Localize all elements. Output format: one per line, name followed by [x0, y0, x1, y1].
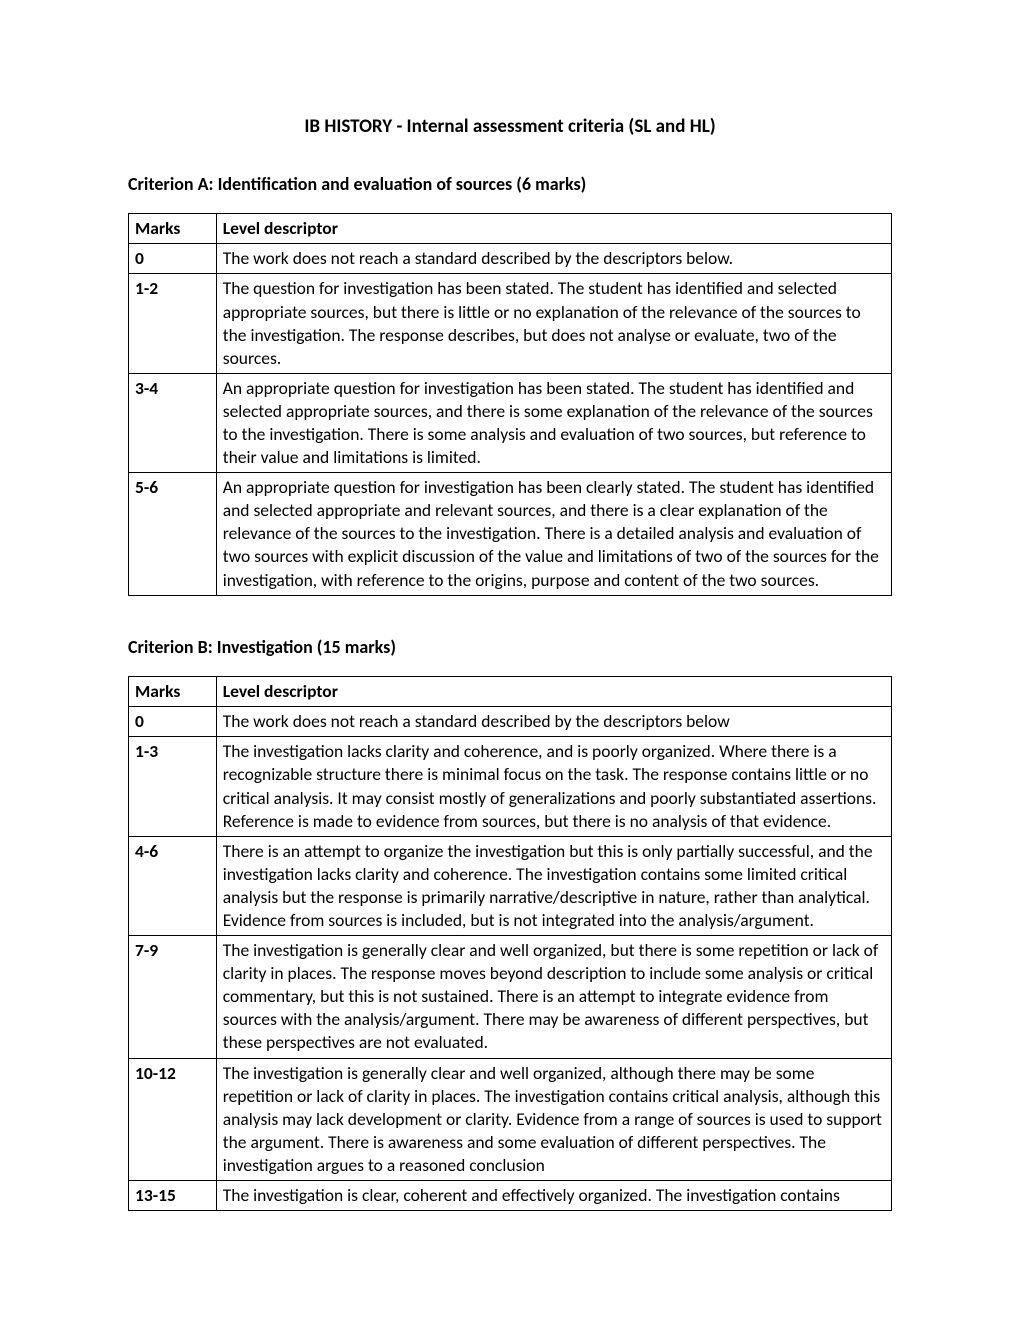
descriptor-cell: The question for investigation has been … — [216, 274, 891, 373]
descriptor-cell: The investigation is generally clear and… — [216, 1058, 891, 1180]
marks-cell: 13-15 — [129, 1181, 217, 1211]
marks-cell: 7-9 — [129, 936, 217, 1058]
marks-cell: 0 — [129, 707, 217, 737]
descriptor-cell: The investigation is generally clear and… — [216, 936, 891, 1058]
criterion-a-heading: Criterion A: Identification and evaluati… — [128, 173, 892, 196]
descriptor-cell: There is an attempt to organize the inve… — [216, 836, 891, 935]
table-row: 10-12 The investigation is generally cle… — [129, 1058, 892, 1180]
table-header-row: Marks Level descriptor — [129, 677, 892, 707]
marks-cell: 4-6 — [129, 836, 217, 935]
marks-cell: 0 — [129, 244, 217, 274]
col-header-descriptor: Level descriptor — [216, 677, 891, 707]
marks-cell: 3-4 — [129, 373, 217, 472]
marks-cell: 10-12 — [129, 1058, 217, 1180]
table-row: 7-9 The investigation is generally clear… — [129, 936, 892, 1058]
table-row: 5-6 An appropriate question for investig… — [129, 473, 892, 595]
descriptor-cell: An appropriate question for investigatio… — [216, 373, 891, 472]
criterion-b-heading: Criterion B: Investigation (15 marks) — [128, 636, 892, 659]
marks-cell: 1-3 — [129, 737, 217, 836]
page-title: IB HISTORY - Internal assessment criteri… — [128, 115, 892, 139]
table-row: 0 The work does not reach a standard des… — [129, 244, 892, 274]
descriptor-cell: An appropriate question for investigatio… — [216, 473, 891, 595]
criterion-b-section: Criterion B: Investigation (15 marks) Ma… — [128, 636, 892, 1211]
descriptor-cell: The investigation is clear, coherent and… — [216, 1181, 891, 1211]
col-header-marks: Marks — [129, 677, 217, 707]
col-header-descriptor: Level descriptor — [216, 214, 891, 244]
table-row: 1-2 The question for investigation has b… — [129, 274, 892, 373]
marks-cell: 5-6 — [129, 473, 217, 595]
criterion-a-table: Marks Level descriptor 0 The work does n… — [128, 213, 892, 595]
descriptor-cell: The work does not reach a standard descr… — [216, 707, 891, 737]
table-row: 0 The work does not reach a standard des… — [129, 707, 892, 737]
criterion-a-section: Criterion A: Identification and evaluati… — [128, 173, 892, 596]
criterion-b-table: Marks Level descriptor 0 The work does n… — [128, 676, 892, 1211]
descriptor-cell: The work does not reach a standard descr… — [216, 244, 891, 274]
descriptor-cell: The investigation lacks clarity and cohe… — [216, 737, 891, 836]
table-row: 13-15 The investigation is clear, cohere… — [129, 1181, 892, 1211]
table-row: 3-4 An appropriate question for investig… — [129, 373, 892, 472]
col-header-marks: Marks — [129, 214, 217, 244]
table-header-row: Marks Level descriptor — [129, 214, 892, 244]
table-row: 1-3 The investigation lacks clarity and … — [129, 737, 892, 836]
marks-cell: 1-2 — [129, 274, 217, 373]
table-row: 4-6 There is an attempt to organize the … — [129, 836, 892, 935]
